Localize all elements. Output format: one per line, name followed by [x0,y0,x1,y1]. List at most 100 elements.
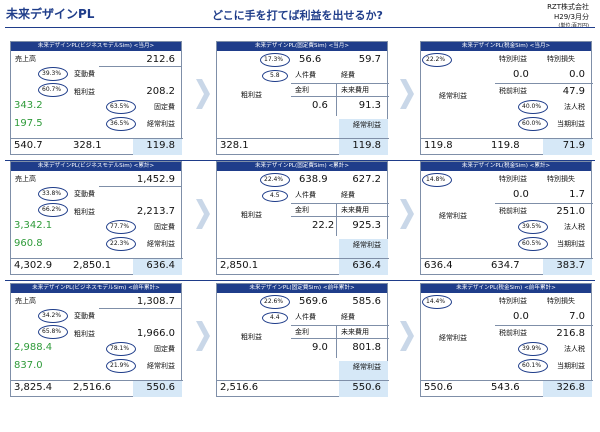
pretax-profit-label: 税前利益 [499,207,527,215]
fixed-cost-label: 固定費 [154,223,175,231]
ratio-ellipse [518,220,548,234]
pretax-profit-value: 47.9 [562,86,585,97]
ratio-ellipse [38,67,68,81]
pretax-profit-label: 税前利益 [499,87,527,95]
special-ratio: 22.2% [426,56,446,63]
main-heading: どこに手を打てば利益を出せるか? [212,9,383,22]
operating-profit-label: 経常利益 [439,334,467,342]
expense-value: 59.7 [358,54,381,65]
ratio-ellipse [106,237,136,251]
net-profit-label: 当期利益 [557,240,585,248]
panel-title: 未来デザインPL(固定費Sim) <前年累計> [217,284,387,293]
ratio-ellipse [38,203,68,217]
ratio-ellipse [260,295,290,309]
special-loss-value: 7.0 [569,311,585,322]
interest-label: 金利 [295,328,309,336]
gross-profit-value: 2,213.7 [136,206,175,217]
tax-ratio: 39.5% [522,223,542,230]
divider [11,380,183,381]
ratio-ellipse [106,117,136,131]
gross-profit-value: 208.2 [146,86,175,97]
bottom-operating-profit: 636.4 [352,260,381,271]
interest-value: 0.6 [312,100,328,111]
interest-value: 9.0 [312,342,328,353]
ratio-ellipse [518,237,548,251]
bottom-operating-profit: 550.6 [146,382,175,393]
divider [291,338,389,339]
sales-label: 売上高 [15,55,36,63]
bottom-sales: 4,302.9 [14,260,53,271]
highlight-cell [543,138,592,155]
divider [217,258,389,259]
operating-profit-label: 経常利益 [147,362,175,370]
business-panel: 未来デザインPL(ビジネスモデルSim) <前年累計> 売上高 1,308.7 … [10,283,183,397]
net-profit-label: 当期利益 [557,120,585,128]
bottom-pretax: 543.6 [491,382,520,393]
ratio-ellipse [38,309,68,323]
bottom-operating-profit: 119.8 [424,140,453,151]
personnel-value: 569.6 [299,296,328,307]
ratio-ellipse [262,70,288,82]
ratio-ellipse [262,190,288,202]
fixed-panel: 未来デザインPL(固定費Sim) <前年累計> 22.6% 569.6 585.… [216,283,389,397]
variable-cost-label: 変動費 [74,312,95,320]
divider [11,258,183,259]
future-expense-label: 未来費用 [341,328,369,336]
divider [291,83,389,84]
corporate-tax-label: 法人税 [564,103,585,111]
special-gain-label: 特別利益 [499,175,527,183]
special-ratio: 14.8% [426,176,446,183]
bottom-gross: 328.1 [73,140,102,151]
variable-cost-ratio: 39.3% [42,70,62,77]
expense-value: 627.2 [352,174,381,185]
future-expense-value: 91.3 [358,100,381,111]
net-ratio: 60.1% [522,362,542,369]
highlight-cell [339,239,388,275]
divider [11,138,183,139]
divider [217,380,389,381]
expense-value: 585.6 [352,296,381,307]
variable-cost-ratio: 33.8% [42,190,62,197]
bottom-net-profit: 383.7 [556,260,585,271]
pretax-profit-label: 税前利益 [499,329,527,337]
divider [99,66,182,67]
interest-label: 金利 [295,86,309,94]
special-loss-value: 1.7 [569,189,585,200]
sales-value: 1,452.9 [136,174,175,185]
operating-profit-green: 197.5 [14,118,43,129]
personnel-label: 人件費 [295,71,316,79]
personnel-ratio: 22.6% [264,298,284,305]
operating-profit-label: 経常利益 [147,120,175,128]
ratio-ellipse [518,342,548,356]
gross-margin-ratio: 66.2% [42,206,62,213]
divider [291,203,389,204]
ratio-ellipse [106,342,136,356]
variable-cost-label: 変動費 [74,70,95,78]
ratio-ellipse [518,359,548,373]
special-loss-label: 特別損失 [547,55,575,63]
gross-profit-label: 粗利益 [241,333,262,341]
future-expense-value: 925.3 [352,220,381,231]
personnel-value: 638.9 [299,174,328,185]
operating-profit-label: 経常利益 [353,121,381,129]
gross-profit-label: 粗利益 [74,208,95,216]
divider [291,325,389,326]
net-ratio: 60.5% [522,240,542,247]
interest-value: 22.2 [312,220,335,231]
personnel-label: 人件費 [295,191,316,199]
fixed-panel: 未来デザインPL(固定費Sim) <当月> 17.3% 56.6 59.7 5.… [216,41,389,155]
panel-title: 未来デザインPL(ビジネスモデルSim) <当月> [11,42,181,51]
highlight-cell [133,258,182,275]
gross-profit-label: 粗利益 [241,91,262,99]
ratio-ellipse [38,325,68,339]
operating-profit-label: 経常利益 [147,240,175,248]
fixed-cost-value: 3,342.1 [14,220,53,231]
panel-title: 未来デザインPL(税金Sim) <前年累計> [421,284,591,293]
future-expense-value: 801.8 [352,342,381,353]
gross-profit-label: 粗利益 [74,88,95,96]
ratio-ellipse [38,83,68,97]
personnel-ratio: 17.3% [264,56,284,63]
divider [99,186,182,187]
panel-title: 未来デザインPL(税金Sim) <当月> [421,42,591,51]
bottom-pretax: 634.7 [491,260,520,271]
